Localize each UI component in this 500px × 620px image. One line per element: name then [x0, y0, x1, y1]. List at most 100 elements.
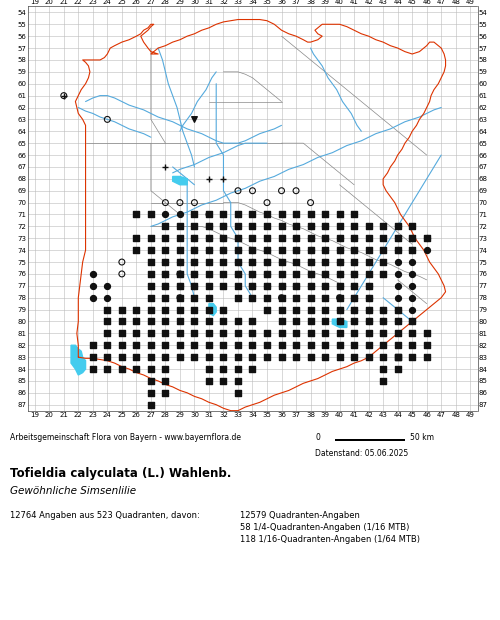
- Point: [162, 281, 170, 291]
- Point: [162, 198, 170, 208]
- Text: Datenstand: 05.06.2025: Datenstand: 05.06.2025: [315, 449, 408, 458]
- Point: [89, 340, 97, 350]
- Point: [263, 329, 271, 339]
- Point: [205, 221, 213, 231]
- Point: [162, 304, 170, 314]
- Point: [350, 317, 358, 327]
- Point: [190, 352, 198, 362]
- Point: [394, 233, 402, 243]
- Point: [321, 269, 329, 279]
- Point: [248, 364, 256, 374]
- Point: [292, 221, 300, 231]
- Point: [162, 210, 170, 219]
- Point: [60, 91, 68, 100]
- Point: [321, 281, 329, 291]
- Point: [147, 317, 155, 327]
- Point: [190, 257, 198, 267]
- Point: [147, 304, 155, 314]
- Point: [336, 257, 344, 267]
- Point: [292, 257, 300, 267]
- Point: [147, 269, 155, 279]
- Point: [220, 221, 228, 231]
- Point: [220, 233, 228, 243]
- Point: [336, 245, 344, 255]
- Point: [104, 364, 112, 374]
- Point: [205, 210, 213, 219]
- Point: [162, 162, 170, 172]
- Point: [278, 186, 285, 196]
- Point: [394, 352, 402, 362]
- Point: [306, 257, 314, 267]
- Text: 50 km: 50 km: [410, 433, 434, 442]
- Point: [176, 257, 184, 267]
- Point: [205, 329, 213, 339]
- Point: [132, 352, 140, 362]
- Point: [278, 245, 285, 255]
- Point: [408, 221, 416, 231]
- Point: [278, 257, 285, 267]
- Point: [220, 269, 228, 279]
- Point: [306, 245, 314, 255]
- Point: [394, 221, 402, 231]
- Point: [248, 281, 256, 291]
- Point: [190, 269, 198, 279]
- Point: [176, 329, 184, 339]
- Point: [205, 281, 213, 291]
- Point: [176, 340, 184, 350]
- Point: [364, 281, 372, 291]
- Point: [394, 233, 402, 243]
- Point: [408, 269, 416, 279]
- Point: [89, 352, 97, 362]
- Point: [234, 293, 242, 303]
- Point: [321, 257, 329, 267]
- Point: [394, 245, 402, 255]
- Point: [336, 317, 344, 327]
- Point: [234, 364, 242, 374]
- Point: [350, 340, 358, 350]
- Point: [220, 245, 228, 255]
- Point: [336, 269, 344, 279]
- Point: [162, 388, 170, 398]
- Point: [162, 317, 170, 327]
- Point: [422, 233, 430, 243]
- Point: [263, 198, 271, 208]
- Point: [190, 210, 198, 219]
- Point: [220, 257, 228, 267]
- Polygon shape: [172, 177, 187, 185]
- Point: [321, 245, 329, 255]
- Point: [306, 257, 314, 267]
- Point: [220, 340, 228, 350]
- Point: [350, 293, 358, 303]
- Point: [234, 233, 242, 243]
- Point: [408, 304, 416, 314]
- Point: [306, 317, 314, 327]
- Point: [408, 245, 416, 255]
- Point: [220, 174, 228, 184]
- Point: [379, 376, 387, 386]
- Point: [234, 210, 242, 219]
- Point: [278, 317, 285, 327]
- Polygon shape: [209, 304, 216, 316]
- Point: [104, 293, 112, 303]
- Point: [408, 317, 416, 327]
- Point: [60, 91, 68, 100]
- Point: [190, 293, 198, 303]
- Point: [104, 340, 112, 350]
- Point: [132, 210, 140, 219]
- Point: [394, 352, 402, 362]
- Point: [321, 281, 329, 291]
- Point: [379, 257, 387, 267]
- Point: [205, 257, 213, 267]
- Point: [292, 245, 300, 255]
- Point: [234, 257, 242, 267]
- Point: [89, 293, 97, 303]
- Point: [306, 281, 314, 291]
- Point: [176, 281, 184, 291]
- Point: [278, 293, 285, 303]
- Point: [220, 376, 228, 386]
- Point: [118, 269, 126, 279]
- Point: [190, 233, 198, 243]
- Point: [132, 329, 140, 339]
- Point: [263, 257, 271, 267]
- Point: [263, 245, 271, 255]
